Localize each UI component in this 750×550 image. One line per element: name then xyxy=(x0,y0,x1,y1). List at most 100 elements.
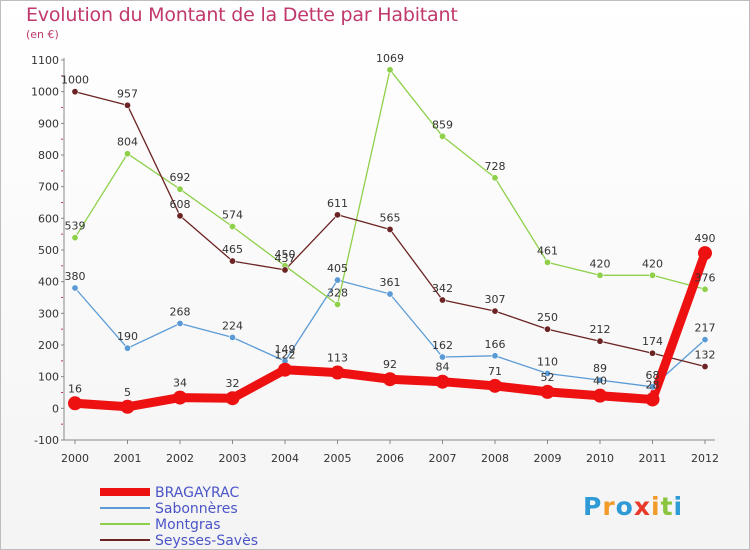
data-point xyxy=(593,388,607,403)
data-label: 166 xyxy=(485,338,506,351)
data-label: 68 xyxy=(646,369,660,382)
data-point xyxy=(229,257,237,265)
data-label: 728 xyxy=(485,160,506,173)
legend-label-2: Montgras xyxy=(155,517,221,533)
data-point xyxy=(701,336,709,344)
data-label: 34 xyxy=(173,377,187,390)
data-point xyxy=(648,383,656,391)
data-label: 465 xyxy=(222,243,243,256)
data-point xyxy=(176,319,184,327)
data-label: 574 xyxy=(222,209,243,222)
data-label: 957 xyxy=(117,87,138,100)
y-tick-label: 500 xyxy=(38,244,59,257)
data-label: 113 xyxy=(327,352,348,365)
data-point xyxy=(225,391,240,406)
data-point xyxy=(543,325,551,333)
x-tick-label: 2007 xyxy=(429,452,457,465)
data-point xyxy=(438,132,446,140)
data-label: 217 xyxy=(695,322,716,335)
data-point xyxy=(491,307,499,315)
data-point xyxy=(491,174,499,182)
data-label: 89 xyxy=(593,362,607,375)
x-tick-label: 2010 xyxy=(586,452,614,465)
y-tick-label: 300 xyxy=(38,307,59,320)
data-point xyxy=(383,372,397,387)
x-tick-label: 2011 xyxy=(639,452,667,465)
y-tick-label: 800 xyxy=(38,149,59,162)
data-label: 132 xyxy=(695,349,716,362)
y-tick-label: -100 xyxy=(34,434,59,447)
data-point xyxy=(333,276,341,284)
data-point xyxy=(333,300,341,308)
data-label: 92 xyxy=(383,358,397,371)
legend-label-3: Seysses-Savès xyxy=(155,533,258,549)
data-point xyxy=(176,212,184,220)
data-label: 461 xyxy=(537,244,558,257)
logo-letter: o xyxy=(615,492,634,521)
y-tick-label: 0 xyxy=(52,402,59,415)
data-point xyxy=(438,296,446,304)
y-tick-label: 200 xyxy=(38,339,59,352)
data-label: 84 xyxy=(436,361,450,374)
data-label: 328 xyxy=(327,286,348,299)
data-label: 405 xyxy=(327,262,348,275)
logo-letter: r xyxy=(602,492,616,521)
data-label: 437 xyxy=(275,252,296,265)
y-tick-label: 600 xyxy=(38,212,59,225)
data-label: 342 xyxy=(432,282,453,295)
logo-letter: i xyxy=(673,492,684,521)
logo-letter: i xyxy=(651,492,661,521)
data-label: 611 xyxy=(327,197,348,210)
x-tick-label: 2000 xyxy=(61,452,89,465)
y-tick-label: 1000 xyxy=(31,86,59,99)
data-label: 804 xyxy=(117,136,138,149)
y-tick-label: 900 xyxy=(38,117,59,130)
data-label: 212 xyxy=(590,323,611,336)
data-label: 52 xyxy=(541,371,555,384)
data-label: 859 xyxy=(432,118,453,131)
series-lines xyxy=(70,69,710,412)
data-point xyxy=(543,369,551,377)
data-point xyxy=(173,390,187,405)
data-label: 190 xyxy=(117,330,138,343)
data-point xyxy=(176,185,184,193)
y-tick-label: 700 xyxy=(38,181,59,194)
data-point xyxy=(596,376,604,384)
data-point xyxy=(124,101,132,109)
data-point xyxy=(543,258,551,266)
data-point xyxy=(596,337,604,345)
data-label: 5 xyxy=(124,386,131,399)
logo-letter: P xyxy=(583,492,603,521)
x-tick-label: 2009 xyxy=(534,452,562,465)
data-label: 1069 xyxy=(376,52,404,65)
data-point xyxy=(438,353,446,361)
proxiti-logo: Proxiti xyxy=(583,492,683,521)
data-label: 250 xyxy=(537,311,558,324)
data-point xyxy=(120,399,135,414)
data-label: 162 xyxy=(432,339,453,352)
data-point xyxy=(71,284,79,292)
data-point xyxy=(68,396,82,411)
data-label: 28 xyxy=(646,378,660,391)
data-point xyxy=(540,384,555,399)
data-label: 450 xyxy=(275,248,296,261)
x-tick-label: 2008 xyxy=(481,452,509,465)
data-point xyxy=(386,290,394,298)
x-tick-label: 2004 xyxy=(271,452,299,465)
legend-label-1: Sabonnères xyxy=(155,501,238,517)
data-label: 40 xyxy=(593,375,607,388)
data-point xyxy=(71,234,79,242)
data-point xyxy=(435,374,450,389)
data-point xyxy=(386,66,394,74)
unit-label: (en €) xyxy=(26,28,59,41)
data-point xyxy=(596,271,604,279)
data-point xyxy=(648,349,656,357)
data-point xyxy=(124,150,132,158)
data-point xyxy=(281,266,289,274)
data-label: 174 xyxy=(642,335,663,348)
data-label: 110 xyxy=(537,356,558,369)
data-label: 224 xyxy=(222,319,243,332)
